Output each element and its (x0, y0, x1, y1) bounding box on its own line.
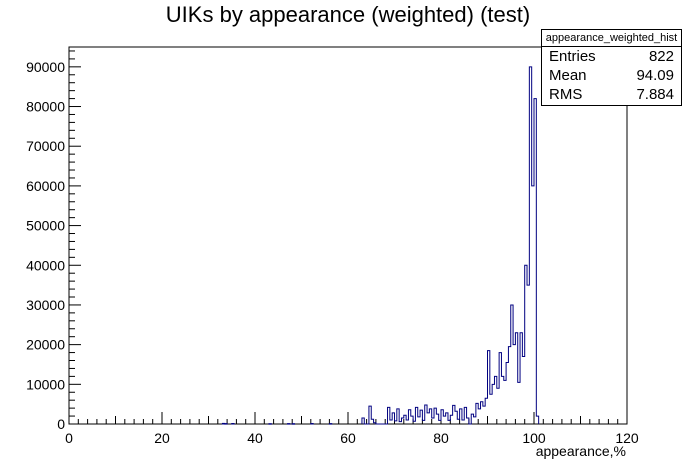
x-tick-label: 80 (433, 430, 449, 446)
histogram-bin (287, 423, 291, 425)
x-axis-label: appearance,% (535, 443, 626, 459)
y-axis: 0 10000 20000 30000 40000 50000 60000 70000 8000… (26, 50, 81, 432)
stats-label: Entries (549, 48, 596, 65)
x-tick-label: 0 (65, 430, 73, 446)
y-tick-label: 60000 (26, 178, 65, 194)
x-tick-label: 120 (615, 430, 639, 446)
y-tick-label: 70000 (26, 138, 65, 154)
histogram-bin (483, 406, 485, 424)
histogram-outline (361, 66, 540, 425)
histogram-bin (497, 388, 499, 424)
histogram-bin (268, 423, 272, 425)
y-tick-label: 20000 (26, 337, 65, 353)
histogram-bin (513, 345, 515, 424)
stats-row-entries: Entries 822 (542, 47, 681, 66)
histogram-bin (406, 420, 408, 424)
histogram-bin (310, 423, 314, 425)
histogram-series (221, 66, 540, 425)
histogram-bin (504, 380, 506, 424)
y-tick-label: 10000 (26, 376, 65, 392)
histogram-bin (522, 357, 524, 424)
x-tick-label: 40 (247, 430, 263, 446)
histogram-bin (224, 423, 228, 425)
x-tick-label: 20 (154, 430, 170, 446)
histogram-bin (418, 417, 420, 424)
x-axis: 0 20 40 60 80 100 120 (65, 412, 639, 446)
histogram-bin (518, 382, 520, 424)
histogram-bin (527, 285, 529, 424)
stats-label: RMS (549, 86, 583, 103)
histogram-bin (390, 420, 392, 424)
x-tick-label: 100 (522, 430, 546, 446)
stats-label: Mean (549, 67, 587, 84)
histogram-bin (427, 413, 429, 424)
histogram-bin (462, 420, 464, 424)
y-tick-label: 50000 (26, 218, 65, 234)
x-tick-label: 60 (340, 430, 356, 446)
y-tick-label: 90000 (26, 59, 65, 75)
y-tick-label: 40000 (26, 257, 65, 273)
histogram-bin (328, 423, 333, 425)
y-tick-label: 0 (57, 416, 65, 432)
stats-value: 7.884 (636, 86, 674, 103)
stats-box: appearance_weighted_hist Entries 822 Mea… (541, 29, 682, 106)
y-tick-label: 30000 (26, 297, 65, 313)
histogram-bin (291, 423, 296, 425)
stats-row-mean: Mean 94.09 (542, 66, 681, 85)
histogram-bin (501, 376, 503, 424)
histogram-bin (474, 417, 476, 424)
histogram-bin (443, 416, 445, 424)
stats-value: 822 (648, 48, 674, 65)
chart-title: UIKs by appearance (weighted) (test) (165, 2, 531, 27)
histogram-bin (490, 394, 492, 424)
stats-value: 94.09 (636, 67, 674, 84)
histogram-bin (231, 423, 235, 425)
stats-row-rms: RMS 7.884 (542, 85, 681, 104)
stats-box-title: appearance_weighted_hist (542, 30, 681, 47)
histogram-bin (532, 186, 534, 424)
y-tick-label: 80000 (26, 99, 65, 115)
